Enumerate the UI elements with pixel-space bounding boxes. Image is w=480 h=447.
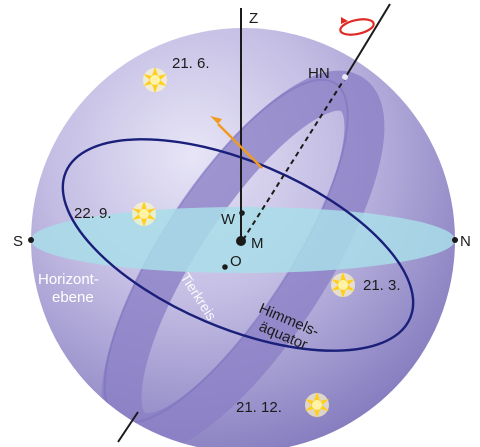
sun-icon-sep	[132, 201, 156, 227]
date-label-dec: 21. 12.	[236, 399, 282, 416]
horizon-plane-label-2: ebene	[52, 289, 94, 306]
sun-icon-mar	[331, 272, 355, 298]
date-label-mar: 21. 3.	[363, 277, 401, 294]
celestial-pole-label: HN	[308, 65, 330, 82]
horizon-plane-label-1: Horizont-	[38, 271, 99, 288]
rotation-arrow-icon	[339, 17, 375, 36]
celestial-pole-point	[342, 74, 348, 80]
zenith-label: Z	[249, 10, 258, 27]
celestial-axis-lower	[117, 411, 139, 443]
sun-icon-dec	[305, 392, 329, 418]
center-point	[236, 236, 246, 246]
west-label: W	[221, 211, 236, 228]
center-label: M	[251, 235, 264, 252]
east-label: O	[230, 253, 242, 270]
sun-motion-arrow	[210, 116, 263, 169]
date-label-jun: 21. 6.	[172, 55, 210, 72]
south-point	[28, 237, 34, 243]
north-label: N	[460, 233, 471, 250]
celestial-axis-upper	[344, 3, 391, 79]
celestial-axis-dashed	[242, 77, 346, 241]
north-point	[452, 237, 458, 243]
east-point	[222, 264, 228, 270]
west-point	[239, 210, 245, 216]
date-label-sep: 22. 9.	[74, 205, 112, 222]
sun-icon-jun	[143, 67, 167, 93]
celestial-equator	[61, 138, 415, 352]
south-label: S	[13, 233, 23, 250]
